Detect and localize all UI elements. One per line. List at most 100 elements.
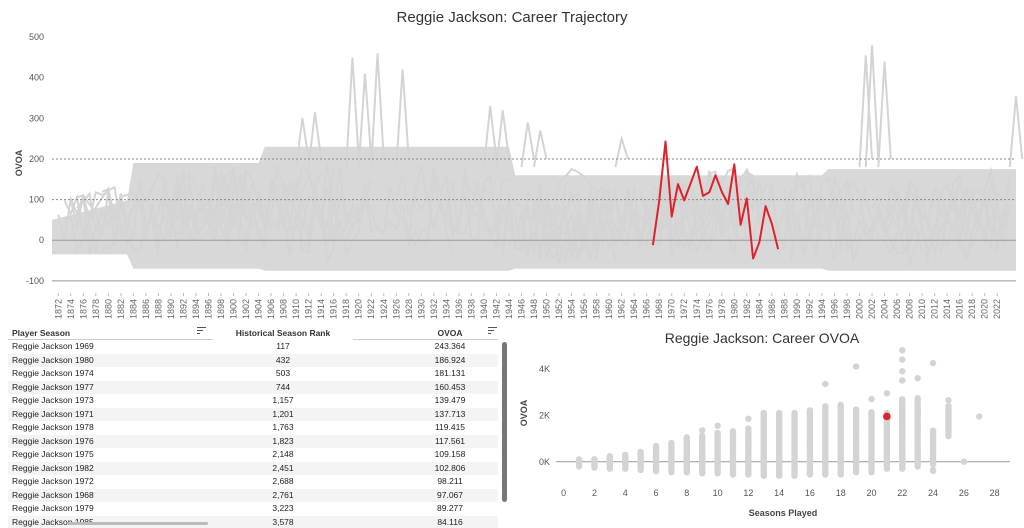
cell-ovoa: 89.277 bbox=[437, 503, 463, 513]
player-point bbox=[914, 410, 921, 418]
x-tick-label: 1898 bbox=[216, 299, 226, 319]
player-point bbox=[899, 465, 906, 472]
table-row[interactable]: Reggie Jackson 1968 2,761 97.067 bbox=[8, 488, 498, 502]
x-axis-label: Seasons Played bbox=[749, 508, 818, 518]
table-row[interactable]: Reggie Jackson 1972 2,688 98.211 bbox=[8, 475, 498, 489]
x-tick-label: 1932 bbox=[429, 299, 439, 319]
player-point bbox=[868, 409, 875, 416]
cell-historical-rank: 3,578 bbox=[272, 516, 294, 527]
table-row[interactable]: Reggie Jackson 1982 2,451 102.806 bbox=[8, 461, 498, 475]
player-point bbox=[591, 455, 598, 463]
y-axis-label: OVOA bbox=[519, 399, 529, 426]
x-tick-label: 1874 bbox=[66, 299, 76, 319]
x-tick-label: 28 bbox=[990, 488, 1000, 498]
player-point bbox=[683, 434, 691, 441]
season-count-column bbox=[699, 432, 706, 477]
table-row[interactable]: Reggie Jackson 1969 117 243.364 bbox=[8, 340, 498, 354]
x-tick-label: 10 bbox=[713, 488, 723, 498]
cell-ovoa: 102.806 bbox=[434, 462, 466, 473]
sort-icon[interactable] bbox=[197, 327, 206, 335]
x-tick-label: 1970 bbox=[667, 299, 677, 319]
season-count-column bbox=[775, 409, 783, 479]
x-tick-label: 1902 bbox=[241, 299, 251, 319]
player-point bbox=[929, 427, 937, 434]
table-row[interactable]: Reggie Jackson 1974 503 181.131 bbox=[8, 367, 498, 381]
x-tick-label: 20 bbox=[866, 488, 876, 498]
cell-ovoa: 109.158 bbox=[434, 449, 466, 459]
season-count-column bbox=[729, 428, 737, 478]
cell-player-season: Reggie Jackson 1972 bbox=[12, 476, 94, 486]
x-tick-label: 1930 bbox=[416, 299, 426, 319]
header-historical-rank[interactable]: Historical Season Rank bbox=[235, 328, 331, 338]
player-point bbox=[745, 425, 752, 432]
x-tick-label: 1900 bbox=[229, 299, 239, 319]
player-point bbox=[899, 377, 906, 384]
player-point bbox=[945, 402, 952, 410]
player-point bbox=[883, 390, 891, 397]
x-tick-label: 1966 bbox=[642, 299, 652, 319]
x-tick-label: 18 bbox=[836, 488, 846, 498]
table-row[interactable]: Reggie Jackson 1977 744 160.453 bbox=[8, 380, 498, 394]
player-point bbox=[622, 451, 629, 458]
cell-historical-rank: 2,688 bbox=[272, 476, 294, 486]
x-tick-label: 1960 bbox=[604, 299, 614, 319]
x-tick-label: 1890 bbox=[166, 299, 176, 319]
x-tick-label: 1952 bbox=[554, 299, 564, 319]
player-point bbox=[945, 397, 952, 404]
x-tick-label: 2018 bbox=[967, 299, 977, 319]
reggie-jackson-line[interactable] bbox=[651, 140, 780, 260]
x-tick-label: 1994 bbox=[817, 299, 827, 319]
sort-icon[interactable] bbox=[488, 327, 497, 335]
player-point bbox=[699, 427, 706, 434]
vertical-scrollbar[interactable] bbox=[502, 342, 507, 502]
y-tick-label: 4K bbox=[539, 364, 550, 374]
x-tick-label: 1968 bbox=[654, 299, 664, 319]
x-tick-label: 2016 bbox=[955, 299, 965, 319]
season-count-column bbox=[622, 451, 629, 472]
cell-historical-rank: 3,223 bbox=[272, 503, 294, 513]
player-point bbox=[668, 439, 675, 447]
background-series-line bbox=[864, 45, 880, 168]
x-tick-label: 8 bbox=[684, 488, 689, 498]
x-tick-label: 1928 bbox=[404, 299, 414, 319]
x-tick-label: 1918 bbox=[341, 299, 351, 319]
table-header: Player Season Historical Season Rank OVO… bbox=[8, 324, 498, 340]
background-series-line bbox=[482, 106, 498, 168]
x-tick-label: 1934 bbox=[441, 299, 451, 319]
table-row[interactable]: Reggie Jackson 1979 3,223 89.277 bbox=[8, 502, 498, 516]
x-tick-label: 1908 bbox=[279, 299, 289, 319]
player-point bbox=[868, 395, 875, 403]
reggie-jackson-point[interactable] bbox=[883, 412, 891, 421]
x-tick-label: 1912 bbox=[304, 299, 314, 319]
horizontal-scrollbar[interactable] bbox=[68, 522, 208, 525]
cell-ovoa: 98.211 bbox=[437, 476, 463, 486]
player-point bbox=[699, 432, 706, 439]
x-tick-label: 6 bbox=[654, 488, 659, 498]
x-tick-label: 1936 bbox=[454, 299, 464, 319]
x-tick-label: 1986 bbox=[767, 299, 777, 319]
cell-player-season: Reggie Jackson 1975 bbox=[12, 449, 94, 459]
table-row[interactable]: Reggie Jackson 1978 1,763 119.415 bbox=[8, 421, 498, 435]
background-series-line bbox=[395, 69, 410, 168]
x-tick-label: 1944 bbox=[504, 299, 514, 319]
table-row[interactable]: Reggie Jackson 1973 1,157 139.479 bbox=[8, 394, 498, 408]
header-player-season[interactable]: Player Season bbox=[12, 328, 71, 338]
table-row[interactable]: Reggie Jackson 1980 432 186.924 bbox=[8, 353, 498, 367]
background-series-line bbox=[858, 55, 874, 168]
header-divider bbox=[353, 339, 498, 340]
header-ovoa[interactable]: OVOA bbox=[437, 328, 463, 338]
cell-historical-rank: 503 bbox=[275, 368, 291, 378]
x-tick-label: 1938 bbox=[466, 299, 476, 319]
table-row[interactable]: Reggie Jackson 1971 1,201 137.713 bbox=[8, 407, 498, 421]
x-tick-label: 1982 bbox=[742, 299, 752, 319]
x-tick-label: 1956 bbox=[579, 299, 589, 319]
season-count-column bbox=[945, 405, 952, 440]
cell-historical-rank: 744 bbox=[275, 381, 291, 392]
x-tick-label: 24 bbox=[928, 488, 938, 498]
player-point bbox=[760, 409, 767, 417]
cell-ovoa: 119.415 bbox=[434, 422, 466, 432]
cell-historical-rank: 1,823 bbox=[272, 435, 294, 446]
table-row[interactable]: Reggie Jackson 1975 2,148 109.158 bbox=[8, 448, 498, 462]
y-tick-label: 200 bbox=[29, 154, 44, 164]
table-row[interactable]: Reggie Jackson 1976 1,823 117.561 bbox=[8, 434, 498, 448]
